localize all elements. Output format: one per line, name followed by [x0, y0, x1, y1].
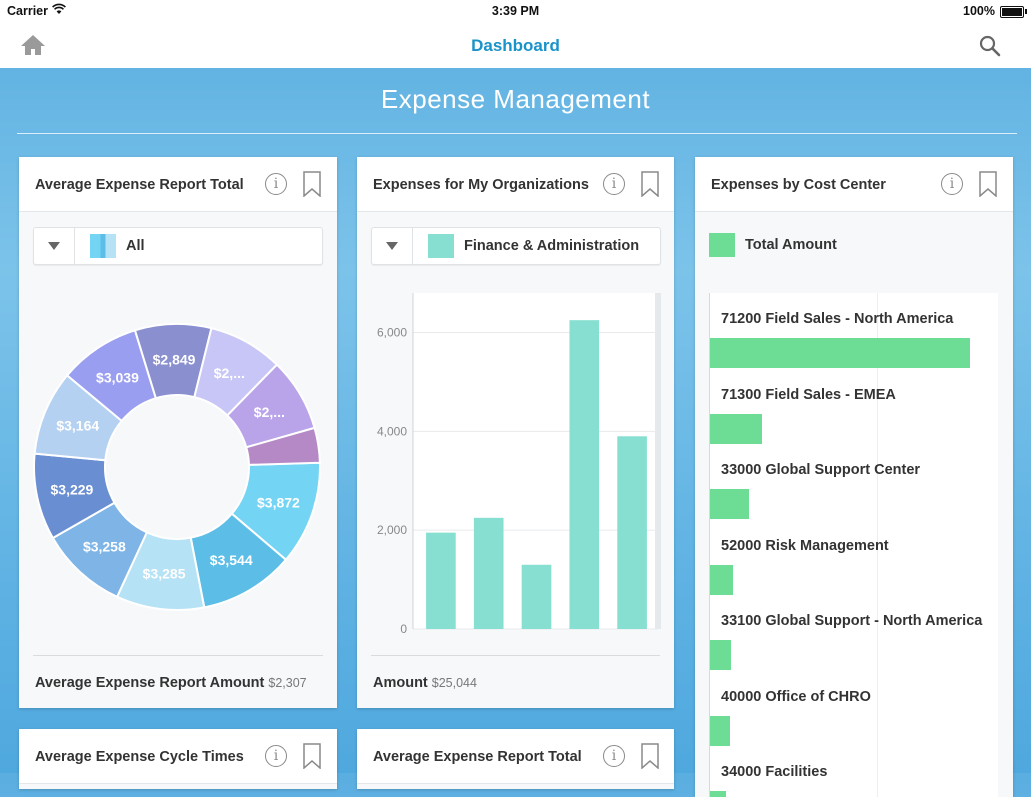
card-title: Expenses by Cost Center — [711, 177, 886, 193]
card-expenses-by-cost-center[interactable]: Expenses by Cost Center i Total Amount 7… — [695, 157, 1013, 797]
cost-center-bar[interactable] — [710, 791, 726, 797]
search-icon[interactable] — [979, 35, 1001, 62]
donut-slice-label: $3,872 — [257, 495, 300, 511]
caret-cell[interactable] — [34, 228, 75, 264]
card-title: Average Expense Report Total — [35, 177, 244, 193]
donut-slice-label: $3,229 — [51, 482, 94, 498]
clock: 3:39 PM — [491, 4, 540, 18]
picker-swatch — [428, 234, 454, 258]
picker-label: Finance & Administration — [464, 238, 640, 254]
footer-value: $25,044 — [431, 676, 477, 690]
y-tick-label: 6,000 — [377, 326, 407, 340]
donut-slice-label: $3,164 — [56, 418, 99, 434]
title-divider — [17, 133, 1017, 134]
carrier-label: Carrier — [7, 4, 48, 18]
bookmark-icon[interactable] — [303, 743, 321, 774]
y-tick-label: 0 — [400, 622, 407, 636]
cost-center-chart[interactable]: 71200 Field Sales - North America 71300 F… — [709, 293, 998, 797]
footer-divider — [371, 655, 660, 656]
page-title: Expense Management — [380, 84, 651, 114]
donut-slice-label: $2,849 — [153, 352, 196, 368]
chart-gridline — [709, 293, 710, 797]
footer-label: Average Expense Report Amount — [35, 675, 265, 691]
filter-picker[interactable]: Finance & Administration — [371, 227, 661, 265]
filter-picker[interactable]: All — [33, 227, 323, 265]
card-footer: Average Expense Report Amount $2,307 — [35, 675, 307, 691]
org-bar-chart[interactable]: 0 2,000 4,000 6,000 — [357, 287, 674, 637]
card-expenses-for-my-organizations[interactable]: Expenses for My Organizations i Finance … — [357, 157, 674, 708]
battery-tip — [1025, 9, 1027, 14]
card-average-expense-cycle-times[interactable]: Average Expense Cycle Times i — [19, 729, 337, 789]
donut-slice-label: $3,285 — [143, 566, 186, 582]
cost-center-bar[interactable] — [710, 413, 762, 444]
cost-center-label: 52000 Risk Management — [721, 537, 889, 554]
cost-center-label: 34000 Facilities — [721, 764, 828, 780]
wifi-icon — [52, 3, 66, 18]
card-title: Average Expense Report Total — [373, 749, 582, 765]
card-header: Average Expense Report Total i — [19, 157, 337, 212]
cost-center-bar[interactable] — [710, 338, 970, 368]
card-title: Expenses for My Organizations — [373, 177, 589, 193]
cost-center-bar[interactable] — [710, 640, 731, 670]
cost-center-label: 71300 Field Sales - EMEA — [721, 386, 896, 403]
bar[interactable] — [426, 532, 456, 629]
bar[interactable] — [569, 320, 600, 629]
bar[interactable] — [521, 564, 552, 629]
card-header: Expenses for My Organizations i — [357, 157, 674, 212]
chevron-down-icon — [386, 242, 398, 250]
cost-center-label: 33000 Global Support Center — [721, 462, 921, 478]
chart-gridline — [877, 293, 878, 797]
card-header: Expenses by Cost Center i — [695, 157, 1013, 212]
info-icon[interactable]: i — [941, 173, 963, 195]
cost-center-bar[interactable] — [710, 564, 734, 595]
card-header: Average Expense Cycle Times i — [19, 729, 337, 784]
nav-bar: Dashboard — [0, 22, 1031, 68]
card-title: Average Expense Cycle Times — [35, 749, 244, 765]
card-header: Average Expense Report Total i — [357, 729, 674, 784]
donut-slice-label: $3,039 — [96, 369, 139, 385]
footer-value: $2,307 — [268, 676, 307, 690]
nav-title: Dashboard — [471, 36, 560, 55]
bookmark-icon[interactable] — [641, 743, 659, 774]
info-icon[interactable]: i — [265, 173, 287, 195]
cost-center-bar[interactable] — [710, 489, 749, 519]
card-footer: Amount $25,044 — [373, 675, 477, 691]
battery-icon — [1000, 6, 1024, 18]
info-icon[interactable]: i — [603, 745, 625, 767]
cost-center-label: 33100 Global Support - North America — [721, 613, 983, 629]
bar[interactable] — [617, 436, 647, 629]
y-tick-label: 4,000 — [377, 424, 407, 438]
donut-slice-label: $2,... — [254, 404, 285, 420]
plot-edge-shadow — [655, 293, 661, 629]
donut-slice[interactable] — [245, 426, 321, 466]
donut-chart[interactable]: $3,872 $3,544 $3,285 $3,258 $3,229 $3,164 $3,0… — [19, 317, 337, 617]
info-icon[interactable]: i — [265, 745, 287, 767]
home-icon[interactable] — [20, 34, 46, 61]
y-tick-label: 2,000 — [377, 523, 407, 537]
picker-label: All — [126, 238, 145, 254]
cost-center-label: 71200 Field Sales - North America — [721, 311, 954, 327]
status-bar: Carrier 3:39 PM 100% — [0, 0, 1031, 22]
picker-swatch — [90, 234, 116, 258]
info-icon[interactable]: i — [603, 173, 625, 195]
bookmark-icon[interactable] — [303, 171, 321, 202]
cost-center-label: 40000 Office of CHRO — [721, 688, 871, 705]
legend-swatch — [709, 233, 735, 257]
cost-center-bar[interactable] — [710, 715, 730, 746]
donut-slice-label: $3,544 — [210, 552, 253, 568]
bar[interactable] — [473, 517, 504, 629]
card-average-expense-report-total[interactable]: Average Expense Report Total i All $3,87… — [19, 157, 337, 708]
bookmark-icon[interactable] — [641, 171, 659, 202]
footer-divider — [33, 655, 323, 656]
battery-percent: 100% — [963, 4, 995, 18]
card-average-expense-report-total-2[interactable]: Average Expense Report Total i — [357, 729, 674, 789]
legend-label: Total Amount — [745, 237, 837, 253]
donut-slice-label: $2,... — [214, 365, 245, 381]
caret-cell[interactable] — [372, 228, 413, 264]
chevron-down-icon — [48, 242, 60, 250]
donut-slice-label: $3,258 — [83, 538, 126, 554]
footer-label: Amount — [373, 675, 428, 691]
bookmark-icon[interactable] — [979, 171, 997, 202]
